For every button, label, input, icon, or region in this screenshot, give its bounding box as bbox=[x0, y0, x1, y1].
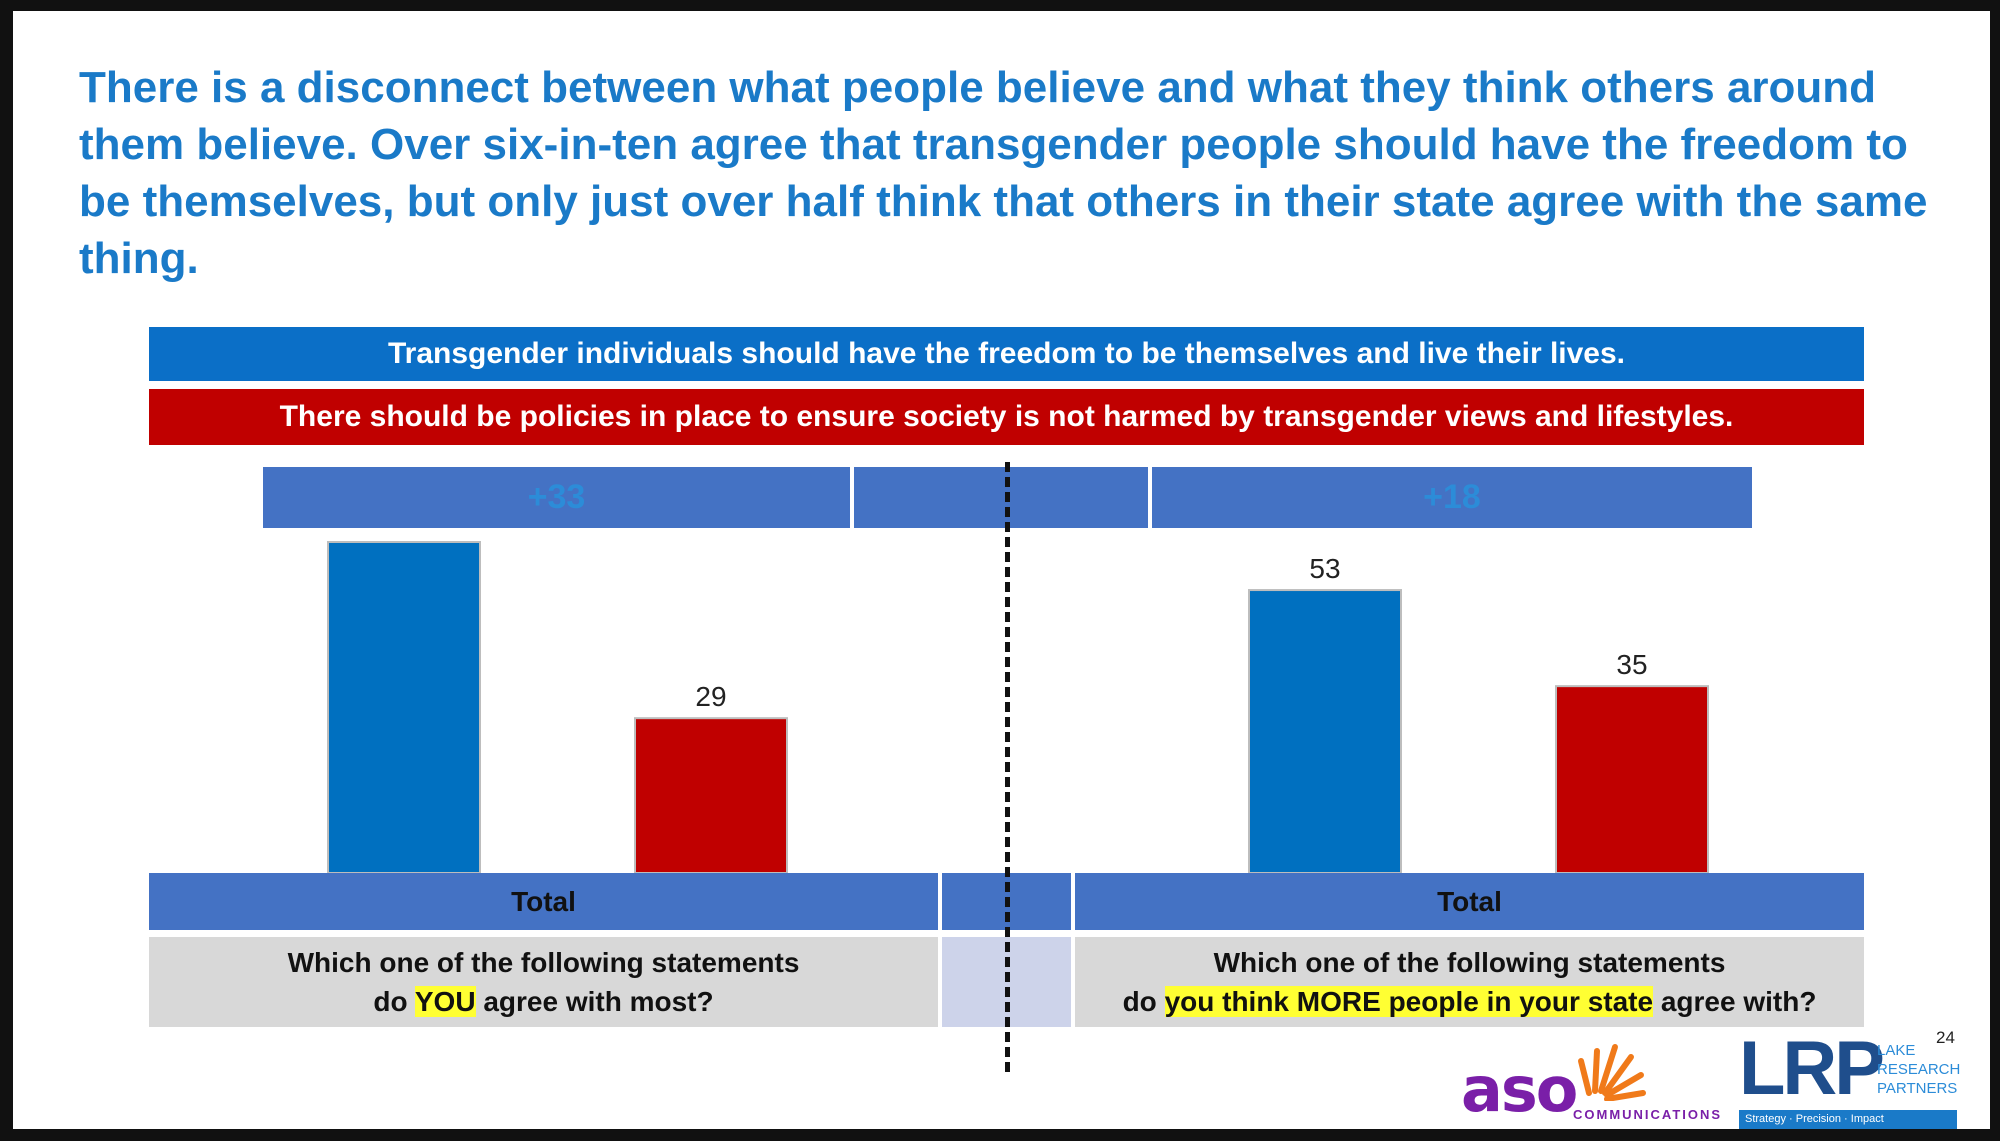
statement-blue-band: Transgender individuals should have the … bbox=[149, 327, 1864, 381]
net-difference-label-left: +33 bbox=[527, 478, 586, 516]
bar-right-red bbox=[1555, 685, 1709, 874]
aso-wordmark: aso bbox=[1461, 1053, 1578, 1126]
lrp-name: LAKE RESEARCH PARTNERS bbox=[1877, 1041, 1960, 1098]
data-label-left-red: 29 bbox=[695, 681, 726, 712]
bar-left-blue bbox=[327, 541, 481, 874]
category-label-left: Total bbox=[149, 873, 938, 930]
statement-red-band: There should be policies in place to ens… bbox=[149, 389, 1864, 445]
question-left-line2-pre: do bbox=[373, 986, 415, 1017]
lrp-name-line3: PARTNERS bbox=[1877, 1080, 1958, 1097]
data-label-right-blue: 53 bbox=[1309, 553, 1340, 584]
net-difference-label-right: +18 bbox=[1423, 478, 1481, 516]
lrp-tagline: Strategy · Precision · Impact bbox=[1739, 1110, 1957, 1129]
lrp-wordmark: LRP bbox=[1739, 1026, 1885, 1111]
question-right-highlight: you think MORE people in your state bbox=[1164, 986, 1654, 1017]
question-left-line2-post: agree with most? bbox=[475, 986, 714, 1017]
question-left-line2: do YOU agree with most? bbox=[373, 982, 714, 1021]
question-left: Which one of the following statements do… bbox=[149, 937, 938, 1027]
page-number: 24 bbox=[1936, 1028, 1955, 1047]
question-left-highlight: YOU bbox=[414, 986, 476, 1017]
aso-communications-logo: aso COMMUNICATIONS bbox=[1461, 1031, 1731, 1126]
dashed-divider bbox=[1005, 462, 1010, 1072]
net-difference-spacer bbox=[854, 467, 1148, 528]
question-right-line2-post: agree with? bbox=[1653, 986, 1817, 1017]
question-right-line2: do you think MORE people in your state a… bbox=[1122, 982, 1817, 1021]
aso-subtitle: COMMUNICATIONS bbox=[1573, 1107, 1723, 1122]
headline: There is a disconnect between what peopl… bbox=[79, 63, 1928, 283]
question-right: Which one of the following statements do… bbox=[1075, 937, 1864, 1027]
question-left-line1: Which one of the following statements bbox=[287, 947, 800, 978]
net-difference-box-left: +33 bbox=[263, 467, 850, 528]
bar-chart: 29 53 35 bbox=[327, 541, 1709, 875]
net-difference-box-right: +18 bbox=[1152, 467, 1752, 528]
bar-right-blue bbox=[1248, 589, 1402, 874]
category-label-right: Total bbox=[1075, 873, 1864, 930]
lrp-logo: LRP LAKE RESEARCH PARTNERS Strategy · Pr… bbox=[1739, 1031, 1989, 1129]
lrp-name-line1: LAKE bbox=[1877, 1042, 1916, 1059]
slide: There is a disconnect between what peopl… bbox=[13, 11, 1990, 1129]
lrp-name-line2: RESEARCH bbox=[1877, 1061, 1961, 1078]
question-right-line2-pre: do bbox=[1122, 986, 1165, 1017]
category-label-right-text: Total bbox=[1437, 885, 1502, 917]
bar-left-red bbox=[634, 717, 788, 875]
aso-sunburst-icon bbox=[1578, 1044, 1646, 1101]
category-label-left-text: Total bbox=[511, 885, 576, 917]
data-label-right-red: 35 bbox=[1616, 649, 1647, 680]
question-right-line1: Which one of the following statements bbox=[1213, 947, 1726, 978]
